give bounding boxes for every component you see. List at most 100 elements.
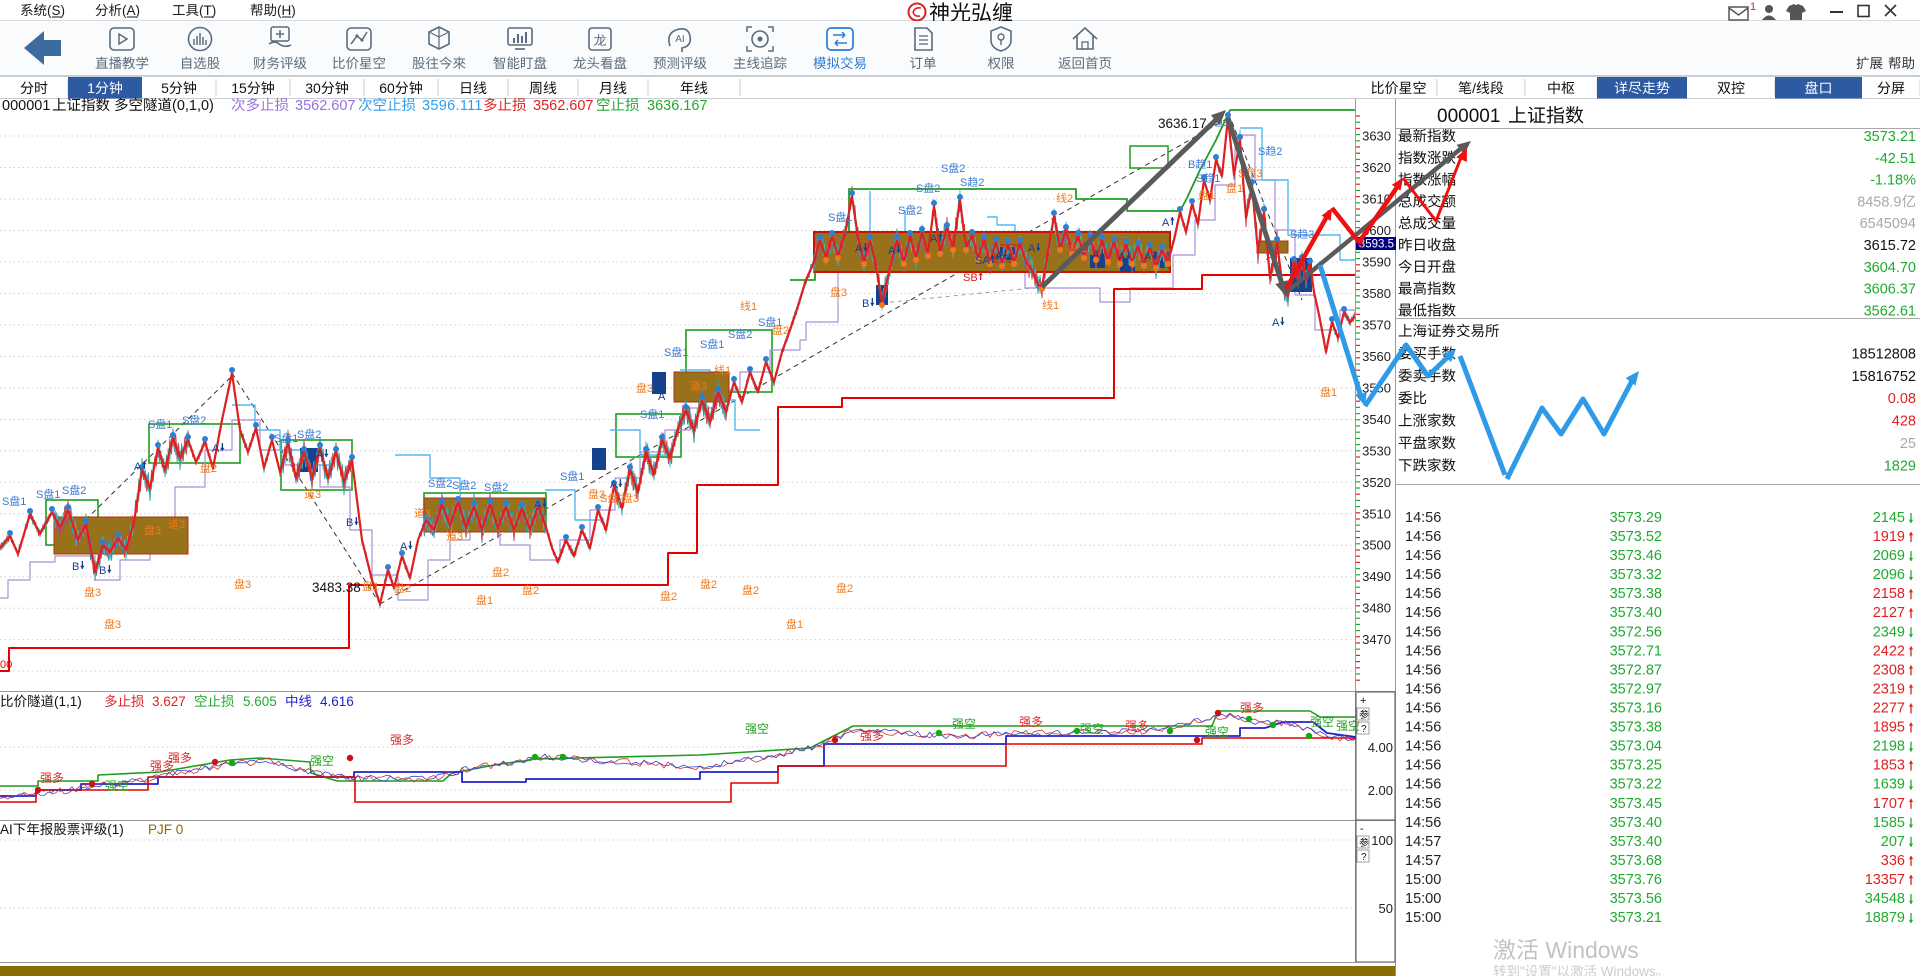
svg-text:+: +	[1360, 695, 1366, 707]
svg-text:14:56: 14:56	[1405, 701, 1441, 717]
svg-text:1: 1	[718, 339, 724, 351]
svg-text:3573.68: 3573.68	[1610, 853, 1662, 869]
svg-text:S: S	[148, 419, 155, 431]
svg-text:2277: 2277	[1873, 701, 1905, 717]
svg-text:Windows: Windows	[1545, 937, 1638, 963]
svg-text:1585: 1585	[1873, 815, 1905, 831]
svg-text:3596.111: 3596.111	[422, 98, 483, 114]
svg-text:SB: SB	[963, 272, 978, 284]
svg-text:S: S	[1258, 146, 1265, 158]
svg-text:18512808: 18512808	[1852, 346, 1917, 362]
svg-text:5.605: 5.605	[243, 694, 277, 709]
svg-text:A: A	[658, 391, 666, 403]
svg-text:(A): (A)	[122, 3, 140, 18]
svg-text:3: 3	[701, 381, 707, 393]
svg-text:B: B	[99, 565, 106, 577]
svg-text:2422: 2422	[1873, 643, 1905, 659]
svg-text:2096: 2096	[1873, 567, 1905, 583]
svg-text:15:00: 15:00	[1405, 872, 1441, 888]
svg-text:S: S	[941, 163, 948, 175]
svg-text:3606.37: 3606.37	[1864, 282, 1916, 298]
svg-text:2308: 2308	[1873, 662, 1905, 678]
svg-text:(1): (1)	[107, 822, 124, 837]
svg-text:15816752: 15816752	[1852, 369, 1917, 385]
svg-text:3480: 3480	[1362, 601, 1391, 616]
svg-text:2127: 2127	[1873, 605, 1905, 621]
svg-text:4.00: 4.00	[1368, 740, 1393, 755]
svg-text:2: 2	[753, 585, 759, 597]
svg-text:3573.46: 3573.46	[1610, 548, 1662, 564]
svg-text:1: 1	[725, 365, 731, 377]
svg-text:1: 1	[54, 489, 60, 501]
svg-text:60: 60	[379, 80, 395, 96]
svg-text:2198: 2198	[1873, 739, 1905, 755]
svg-text:1: 1	[578, 471, 584, 483]
svg-text:3573.56: 3573.56	[1610, 891, 1662, 907]
svg-text:S: S	[960, 177, 967, 189]
svg-text:14:56: 14:56	[1405, 720, 1441, 736]
svg-text:3573.40: 3573.40	[1610, 834, 1662, 850]
svg-text:14:56: 14:56	[1405, 605, 1441, 621]
svg-text:3573.22: 3573.22	[1610, 777, 1662, 793]
svg-text:3560: 3560	[1362, 349, 1391, 364]
svg-text:S: S	[36, 489, 43, 501]
svg-text:PJF 0: PJF 0	[148, 822, 183, 837]
svg-text:3590: 3590	[1362, 254, 1391, 269]
svg-text:-1.18%: -1.18%	[1870, 173, 1916, 189]
svg-text:1: 1	[846, 212, 852, 224]
svg-text:3540: 3540	[1362, 412, 1391, 427]
svg-text:14:56: 14:56	[1405, 662, 1441, 678]
svg-text:A: A	[1272, 317, 1280, 329]
svg-text:A: A	[400, 541, 408, 553]
svg-text:1: 1	[1331, 387, 1337, 399]
svg-text:2: 2	[446, 478, 452, 490]
svg-text:(S): (S)	[47, 3, 65, 18]
svg-text:15:00: 15:00	[1405, 891, 1441, 907]
svg-text:B: B	[1188, 159, 1195, 171]
svg-text:3562.61: 3562.61	[1864, 303, 1916, 319]
svg-text:A: A	[1118, 251, 1126, 263]
svg-text:S: S	[484, 482, 491, 494]
svg-text:14:56: 14:56	[1405, 739, 1441, 755]
svg-text:100: 100	[1371, 833, 1393, 848]
svg-text:1853: 1853	[1873, 758, 1905, 774]
svg-text:A: A	[212, 443, 220, 455]
svg-text:S: S	[62, 485, 69, 497]
svg-text:00: 00	[0, 659, 12, 671]
svg-text:3: 3	[1308, 229, 1314, 241]
svg-text:S: S	[452, 480, 459, 492]
svg-text:1895: 1895	[1873, 720, 1905, 736]
svg-text:3: 3	[115, 619, 121, 631]
svg-text:3: 3	[457, 531, 463, 543]
svg-text:30: 30	[305, 80, 321, 96]
svg-text:1: 1	[487, 595, 493, 607]
svg-text:14:56: 14:56	[1405, 796, 1441, 812]
svg-text:1: 1	[87, 80, 95, 96]
svg-text:2: 2	[847, 583, 853, 595]
svg-text:S: S	[560, 471, 567, 483]
svg-text:1: 1	[1237, 183, 1243, 195]
svg-text:2: 2	[315, 429, 321, 441]
svg-text:(0,1,0): (0,1,0)	[172, 98, 214, 114]
svg-text:3: 3	[1358, 239, 1364, 251]
svg-text:2: 2	[502, 482, 508, 494]
svg-text:14:56: 14:56	[1405, 624, 1441, 640]
svg-text:A: A	[930, 233, 938, 245]
svg-text:": "	[1552, 964, 1557, 976]
svg-text:1919: 1919	[1873, 529, 1905, 545]
svg-text:2319: 2319	[1873, 682, 1905, 698]
svg-text:2: 2	[1276, 146, 1282, 158]
svg-text:1639: 1639	[1873, 777, 1905, 793]
svg-text:0.08: 0.08	[1888, 391, 1916, 407]
svg-text:S: S	[2, 496, 9, 508]
svg-text:1: 1	[1209, 190, 1215, 202]
svg-text:2069: 2069	[1873, 548, 1905, 564]
svg-text:": "	[1520, 964, 1525, 976]
svg-text:2: 2	[211, 463, 217, 475]
svg-text:A: A	[995, 250, 1003, 262]
svg-text:3573.76: 3573.76	[1610, 872, 1662, 888]
svg-text:3: 3	[95, 587, 101, 599]
svg-text:13357: 13357	[1865, 872, 1905, 888]
svg-text:14:56: 14:56	[1405, 586, 1441, 602]
svg-text:S: S	[664, 347, 671, 359]
